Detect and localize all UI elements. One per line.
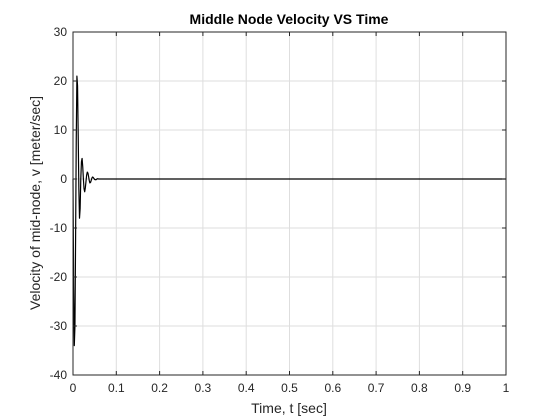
x-tick-label: 0.5 [281,381,298,395]
x-tick-label: 0.6 [324,381,341,395]
y-tick-label: -10 [50,221,68,235]
x-tick-label: 0.4 [238,381,255,395]
grid-lines [72,31,507,376]
x-tick-label: 0.8 [411,381,428,395]
x-tick-label: 0 [70,381,77,395]
x-tick-label: 1 [503,381,510,395]
x-axis-label: Time, t [sec] [251,400,327,416]
x-tick-label: 0.3 [195,381,212,395]
y-tick-label: 0 [60,172,67,186]
y-tick-label: 20 [54,74,68,88]
x-tick-labels: 0 0.1 0.2 0.3 0.4 0.5 0.6 0.7 0.8 0.9 1 [70,381,510,395]
y-tick-label: -40 [50,368,68,382]
series-layer [72,75,506,347]
x-tick-label: 0.9 [454,381,471,395]
y-tick-label: -30 [50,319,68,333]
x-tick-label: 0.2 [151,381,168,395]
y-tick-label: 10 [54,123,68,137]
velocity-series-line [72,75,506,347]
tick-marks [72,31,507,376]
x-tick-label: 0.1 [108,381,125,395]
chart-title: Middle Node Velocity VS Time [190,11,389,27]
x-tick-label: 0.7 [368,381,385,395]
y-tick-label: 30 [54,25,68,39]
y-tick-labels: 30 20 10 0 -10 -20 -30 -40 [50,25,68,382]
y-tick-label: -20 [50,270,68,284]
y-axis-label: Velocity of mid-node, v [meter/sec] [27,96,43,310]
